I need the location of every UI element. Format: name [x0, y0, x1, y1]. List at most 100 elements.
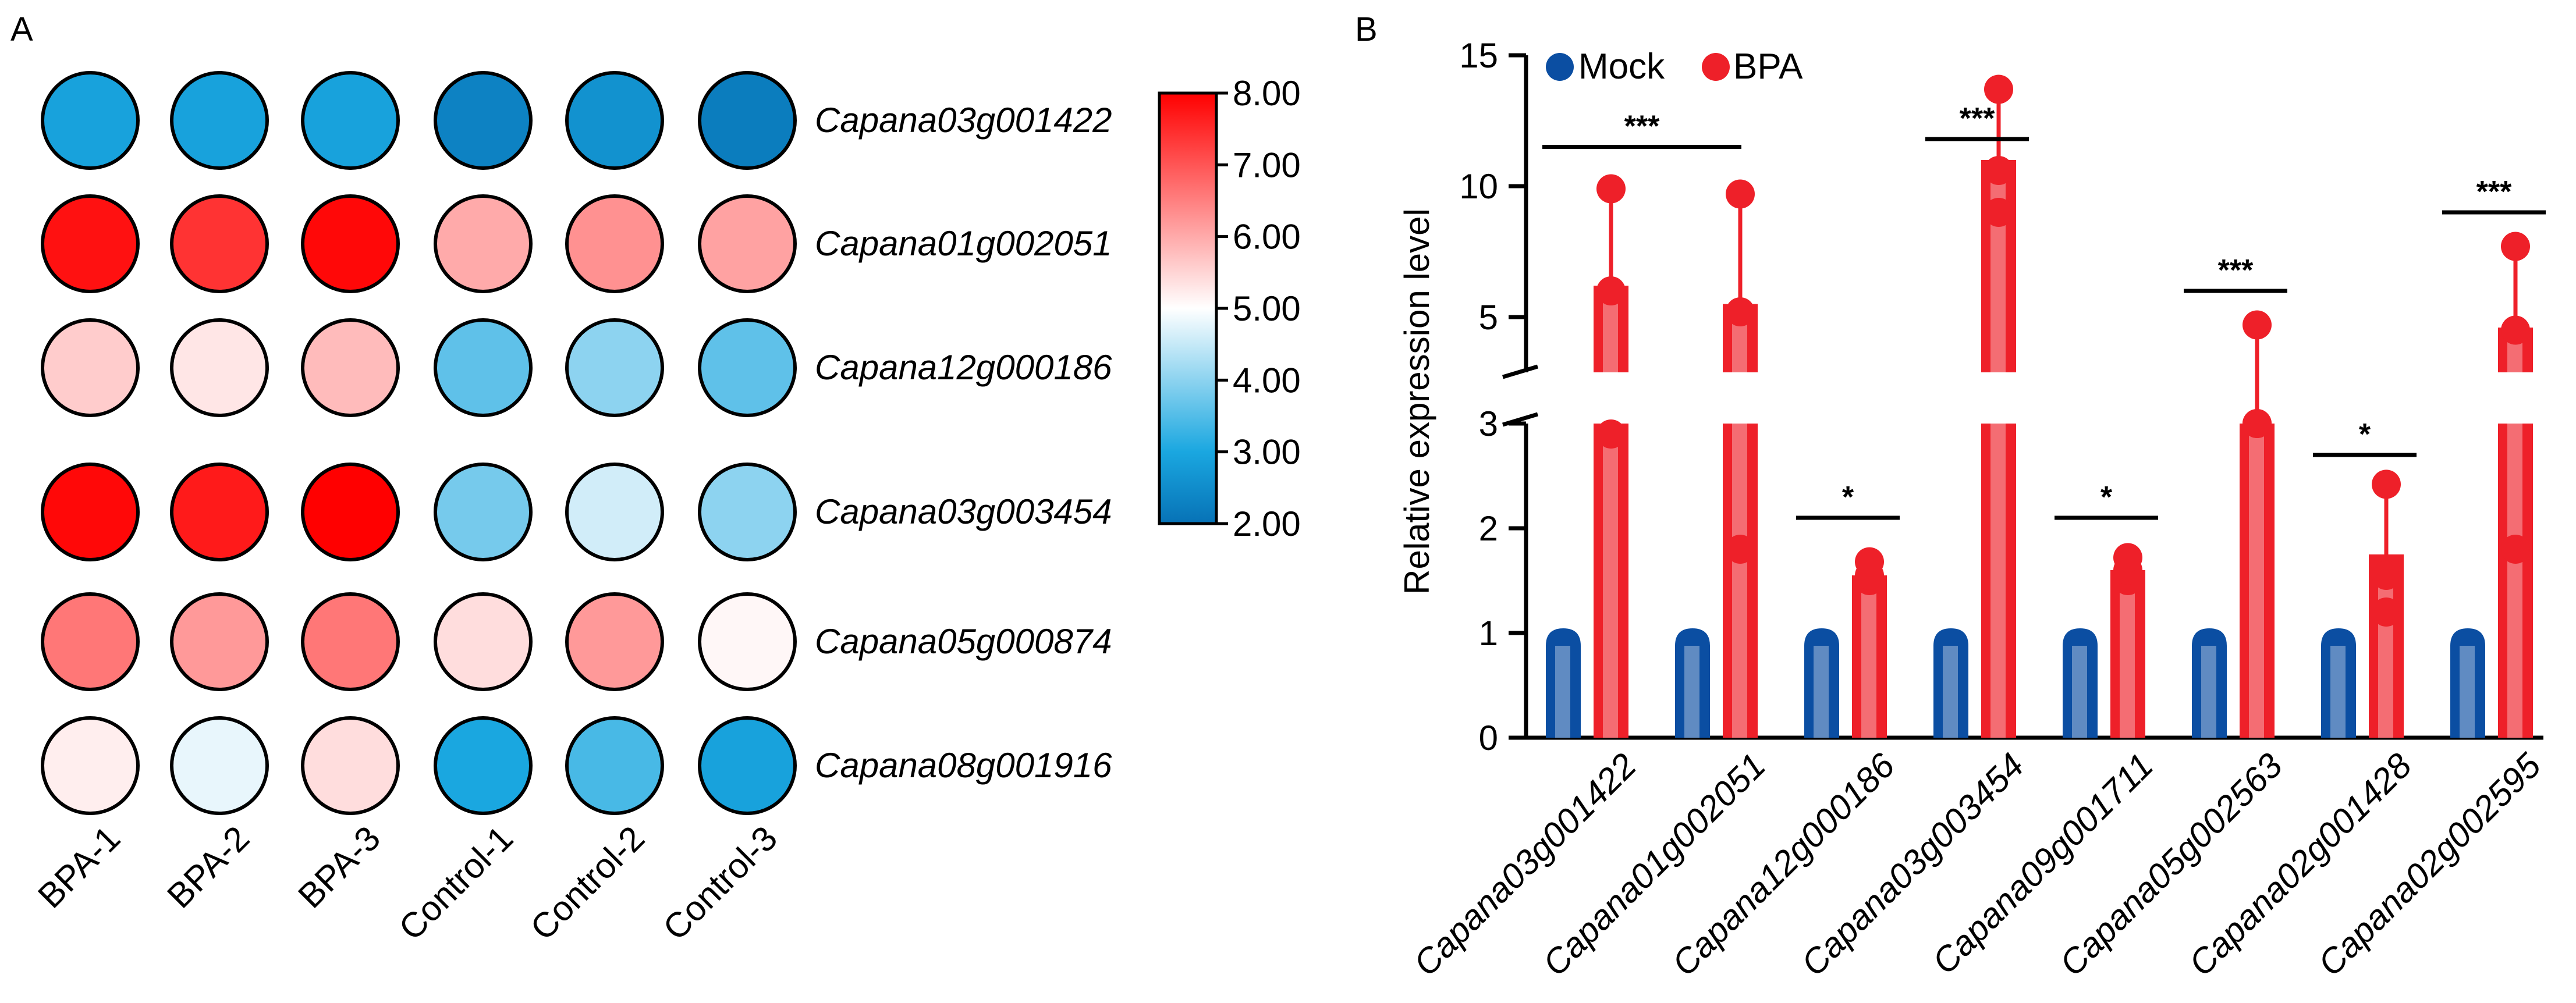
heatmap-cell — [303, 718, 398, 813]
bpa-bar-highlight — [1861, 587, 1876, 738]
legend-bpa-marker — [1702, 53, 1730, 81]
bpa-bar-highlight — [2249, 424, 2264, 738]
heatmap-cell — [435, 718, 531, 813]
bpa-data-point — [2372, 561, 2401, 590]
panel-b-label: B — [1355, 10, 1378, 48]
heatmap-cell — [435, 196, 531, 291]
heatmap-row-label: Capana12g000186 — [815, 348, 1112, 387]
y-tick-label: 3 — [1479, 404, 1498, 443]
heatmap-cell — [700, 73, 795, 168]
heatmap-cell — [303, 464, 398, 560]
significance-label: *** — [1624, 110, 1660, 144]
significance-label: * — [2100, 481, 2113, 514]
mock-bar-highlight — [1814, 646, 1829, 738]
legend-mock-label: Mock — [1578, 47, 1665, 87]
heatmap-cell — [700, 594, 795, 689]
heatmap-cell — [567, 320, 662, 415]
heatmap-column-label: Control-3 — [655, 819, 785, 948]
bpa-data-point — [1726, 297, 1755, 326]
colorbar-tick-label: 3.00 — [1233, 433, 1301, 472]
heatmap-cell — [172, 196, 267, 291]
bpa-data-point — [1596, 419, 1626, 449]
bpa-data-point — [1984, 75, 2013, 104]
x-category-label: Capana09g001711 — [1925, 746, 2160, 981]
figure-canvas: A B Capana03g001422Capana01g002051Capana… — [0, 0, 2576, 1003]
bpa-bar-highlight — [1990, 424, 2006, 738]
heatmap-cell — [567, 718, 662, 813]
heatmap-cell — [42, 196, 138, 291]
y-tick-label: 10 — [1459, 167, 1498, 206]
heatmap-cell — [303, 320, 398, 415]
x-category-label: Capana01g002051 — [1535, 746, 1773, 983]
mock-bar-highlight — [2460, 646, 2475, 738]
heatmap-cell — [700, 196, 795, 291]
bpa-bar-highlight — [2507, 424, 2522, 738]
mock-bar-highlight — [1555, 646, 1570, 738]
panel-a-label: A — [10, 10, 33, 48]
mock-bar-highlight — [1684, 646, 1699, 738]
mock-bar-highlight — [2072, 646, 2087, 738]
heatmap-cell — [567, 73, 662, 168]
colorbar-tick-label: 2.00 — [1233, 504, 1301, 543]
bpa-data-point — [1984, 156, 2013, 185]
heatmap-row-label: Capana01g002051 — [815, 224, 1112, 263]
bpa-bar-highlight — [1603, 297, 1618, 372]
x-category-label: Capana02g001428 — [2181, 745, 2419, 983]
heatmap-cell — [567, 594, 662, 689]
bpa-data-point — [1726, 535, 1755, 564]
bpa-data-point — [1984, 198, 2013, 227]
bpa-data-point — [2243, 311, 2272, 340]
y-tick-label: 0 — [1479, 719, 1498, 757]
heatmap-cell — [435, 464, 531, 560]
heatmap-column-label: Control-2 — [523, 819, 652, 948]
significance-label: *** — [2218, 254, 2254, 287]
x-category-label: Capana03g001422 — [1406, 746, 1644, 983]
colorbar-tick-label: 4.00 — [1233, 361, 1301, 400]
bpa-bar-highlight — [1603, 424, 1618, 738]
heatmap-column-label: BPA-2 — [159, 819, 257, 916]
heatmap-cell — [700, 464, 795, 560]
heatmap-column-label: BPA-3 — [290, 819, 388, 916]
bpa-bar-highlight — [1732, 424, 1747, 738]
y-tick-label: 15 — [1459, 36, 1498, 75]
heatmap-cell — [700, 718, 795, 813]
x-category-label: Capana03g003454 — [1794, 746, 2031, 983]
heatmap-row-label: Capana03g001422 — [815, 101, 1112, 140]
y-tick-label: 2 — [1479, 509, 1498, 548]
legend-bpa-label: BPA — [1733, 47, 1803, 87]
heatmap-cell — [172, 73, 267, 168]
colorbar-tick-label: 6.00 — [1233, 218, 1301, 257]
mock-bar-highlight — [2201, 646, 2216, 738]
heatmap-cell — [42, 73, 138, 168]
bpa-bar-highlight — [2120, 582, 2135, 738]
y-tick-label: 5 — [1479, 298, 1498, 337]
x-category-label: Capana12g000186 — [1665, 745, 1903, 983]
heatmap-cell — [172, 464, 267, 560]
bpa-data-point — [2243, 409, 2272, 438]
significance-label: * — [2359, 418, 2371, 451]
heatmap-cell — [42, 320, 138, 415]
heatmap-cell — [303, 73, 398, 168]
heatmap-cell — [172, 594, 267, 689]
heatmap-column-label: Control-1 — [391, 819, 520, 948]
bpa-bar-highlight — [2378, 566, 2393, 738]
heatmap-cell — [435, 594, 531, 689]
bpa-data-point — [2501, 232, 2530, 261]
heatmap-row-label: Capana03g003454 — [815, 492, 1112, 531]
heatmap-cell — [435, 320, 531, 415]
significance-label: *** — [2476, 175, 2512, 209]
bpa-data-point — [2372, 597, 2401, 627]
heatmap-cell — [567, 196, 662, 291]
colorbar-gradient — [1159, 93, 1216, 524]
axis-break-mark — [1503, 367, 1538, 377]
y-axis-title: Relative expression level — [1397, 208, 1436, 595]
significance-label: *** — [1960, 102, 1995, 136]
mock-bar-highlight — [1943, 646, 1958, 738]
heatmap-cell — [435, 73, 531, 168]
x-category-label: Capana02g002595 — [2311, 745, 2549, 983]
heatmap-row-label: Capana05g000874 — [815, 622, 1112, 661]
colorbar-tick-label: 5.00 — [1233, 289, 1301, 328]
colorbar-tick-label: 8.00 — [1233, 74, 1301, 113]
heatmap-row-label: Capana08g001916 — [815, 746, 1112, 785]
heatmap-cell — [42, 594, 138, 689]
